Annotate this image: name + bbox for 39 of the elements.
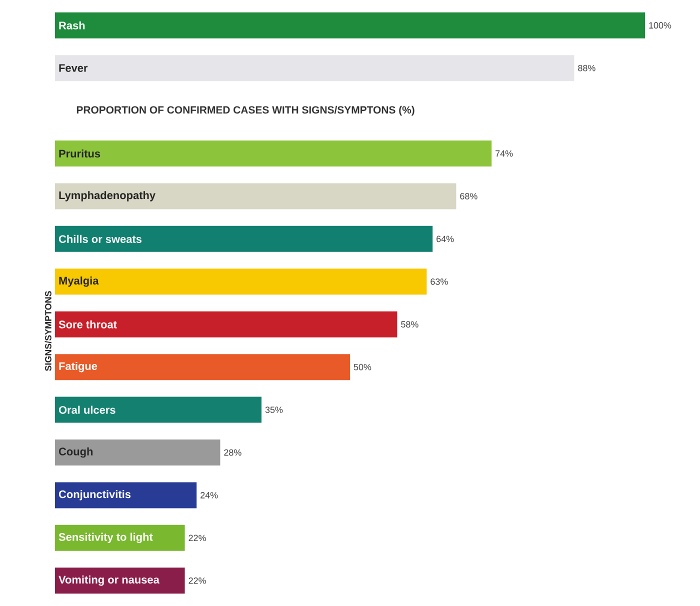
y-tick-label: Myalgia xyxy=(59,276,99,287)
data-label: 24% xyxy=(200,492,218,498)
data-label: 63% xyxy=(430,278,448,285)
data-label: 22% xyxy=(188,534,206,542)
data-label: 35% xyxy=(265,406,283,413)
text: PROPORTION OF CONFIRMED CASES WITH SIGNS/SYMPTONS (%) xyxy=(76,106,414,116)
data-label: 68% xyxy=(460,193,478,200)
data-label: 22% xyxy=(188,577,206,584)
bar xyxy=(55,568,185,594)
y-tick-label: Sore throat xyxy=(58,320,117,328)
data-label: 50% xyxy=(354,364,372,370)
bar xyxy=(55,524,185,551)
y-tick-label: Pruritus xyxy=(59,149,100,158)
bar xyxy=(55,396,262,423)
bar xyxy=(55,268,427,295)
bar xyxy=(55,354,350,380)
y-tick-label: Sensitivity to light xyxy=(58,532,153,544)
y-tick-label: Chills or sweats xyxy=(58,234,142,243)
y-tick-label: Fever xyxy=(59,64,88,72)
bar xyxy=(55,482,197,508)
y-tick-label: Vomiting or nausea xyxy=(58,576,160,586)
data-label: 74% xyxy=(496,150,513,157)
data-label: 64% xyxy=(436,236,454,242)
y-tick-label: Fatigue xyxy=(59,362,98,372)
y-tick-label: Conjunctivitis xyxy=(58,490,131,500)
bar xyxy=(55,226,433,252)
y-tick-label: Rash xyxy=(59,21,85,30)
y-tick-label: Lymphadenopathy xyxy=(59,191,156,202)
data-label: 88% xyxy=(578,64,596,72)
bar xyxy=(55,183,456,210)
bar xyxy=(55,440,220,466)
data-label: 58% xyxy=(401,321,418,328)
data-label: 100% xyxy=(649,22,672,29)
y-tick-label: Cough xyxy=(58,447,93,458)
bar xyxy=(55,311,398,338)
y-axis-title: SIGNS/SYMPTONS xyxy=(44,291,52,372)
bar xyxy=(55,140,492,167)
data-label: 28% xyxy=(224,449,242,456)
y-tick-label: Oral ulcers xyxy=(58,406,116,414)
